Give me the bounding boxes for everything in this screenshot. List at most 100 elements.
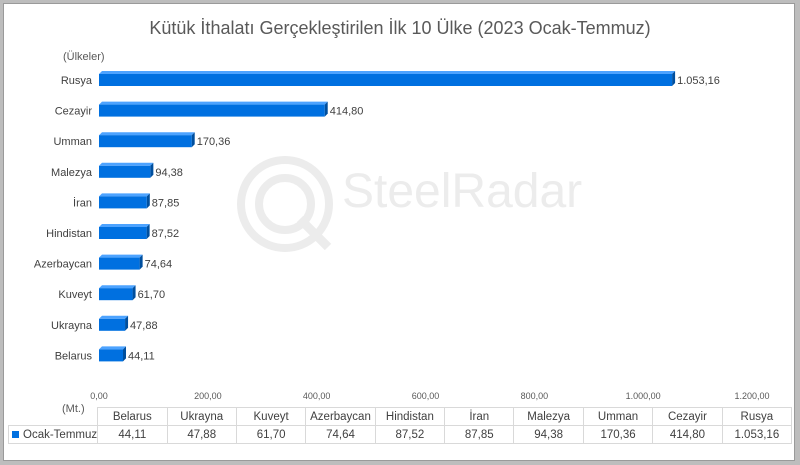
bar xyxy=(99,132,195,148)
data-table-values-row: Ocak-Temmuz 44,11 47,88 61,70 74,64 87,52 87,… xyxy=(7,425,793,444)
bar xyxy=(99,101,328,117)
bar-top-face xyxy=(99,71,676,74)
data-table-legend-cell: Ocak-Temmuz xyxy=(7,425,99,444)
data-table-category: Rusya xyxy=(721,407,793,426)
bar-top-face xyxy=(99,254,143,258)
bar-value-label: 1.053,16 xyxy=(677,75,720,87)
bar-value-label: 44,11 xyxy=(128,350,155,362)
bar xyxy=(99,254,143,270)
x-tick-label: 1.200,00 xyxy=(734,391,769,401)
data-table-value: 170,36 xyxy=(582,425,654,444)
bar-value-label: 414,80 xyxy=(330,106,364,118)
bar-front-face xyxy=(99,135,192,148)
x-tick-label: 400,00 xyxy=(303,391,331,401)
bar-side-face xyxy=(132,285,136,301)
bar-side-face xyxy=(123,346,127,362)
x-tick-label: 800,00 xyxy=(521,391,549,401)
data-table-category: Ukrayna xyxy=(166,407,237,426)
bar-chart: Rusya Cezayir Umman Malezya İran Hindistan Aze… xyxy=(34,71,770,401)
bar-front-face xyxy=(99,288,133,301)
watermark-logo-icon xyxy=(237,156,333,252)
category-label: Kuveyt xyxy=(58,289,92,301)
bar xyxy=(99,162,154,178)
bar-value-label: 170,36 xyxy=(197,136,231,148)
data-table-value: 87,85 xyxy=(444,425,515,444)
x-tick-label: 1.000,00 xyxy=(626,391,661,401)
data-table-category: İran xyxy=(444,407,515,426)
bar-side-face xyxy=(191,132,195,148)
data-table-category: Cezayir xyxy=(652,407,723,426)
bar-side-face xyxy=(324,101,328,117)
bar-top-face xyxy=(99,346,127,350)
data-table-corner xyxy=(8,407,99,426)
watermark-text: SteelRadar xyxy=(342,165,583,218)
bar-top-face xyxy=(99,224,150,227)
bar xyxy=(99,315,129,331)
category-label: Malezya xyxy=(51,167,93,179)
data-table-value: 94,38 xyxy=(513,425,584,444)
bar-top-face xyxy=(99,193,150,197)
y-axis-label: (Ülkeler) xyxy=(63,51,105,63)
bar-top-face xyxy=(99,285,136,289)
bar xyxy=(99,346,127,362)
data-table-category: Hindistan xyxy=(374,407,446,426)
data-labels: 1.053,16 414,80 170,36 94,38 87,85 87,52 74,64… xyxy=(128,75,720,362)
bar xyxy=(99,285,136,301)
bar-value-label: 94,38 xyxy=(155,167,183,179)
data-table-value: 61,70 xyxy=(235,425,307,444)
data-table-value: 1.053,16 xyxy=(721,425,793,444)
bar-front-face xyxy=(99,165,151,178)
x-tick-label: 0,00 xyxy=(90,391,108,401)
data-table-category: Azerbaycan xyxy=(305,407,376,426)
bar-value-label: 87,85 xyxy=(152,197,180,209)
category-label: Cezayir xyxy=(55,106,93,118)
bar-side-face xyxy=(672,71,676,86)
category-label: Belarus xyxy=(55,350,93,362)
data-table-value: 87,52 xyxy=(374,425,446,444)
category-label: Azerbaycan xyxy=(34,259,92,271)
data-table-value: 44,11 xyxy=(97,425,168,444)
bars xyxy=(99,71,676,362)
bar-side-face xyxy=(150,162,154,178)
data-table: Belarus Ukrayna Kuveyt Azerbaycan Hindistan İ… xyxy=(7,407,793,444)
category-labels: Rusya Cezayir Umman Malezya İran Hindistan Aze… xyxy=(34,75,93,362)
legend-series-name: Ocak-Temmuz xyxy=(23,428,98,441)
bar-front-face xyxy=(99,349,124,362)
bar-side-face xyxy=(139,254,143,270)
bar xyxy=(99,224,150,239)
bar-front-face xyxy=(99,196,147,209)
category-label: Rusya xyxy=(61,75,93,87)
bar-side-face xyxy=(125,315,129,331)
bar-value-label: 87,52 xyxy=(152,228,180,240)
bar-side-face xyxy=(146,193,150,209)
bar-front-face xyxy=(99,104,325,117)
data-table-header-row: Belarus Ukrayna Kuveyt Azerbaycan Hindistan İ… xyxy=(8,407,793,426)
bar-front-face xyxy=(99,227,147,239)
data-table-value: 47,88 xyxy=(166,425,237,444)
data-table-category: Umman xyxy=(582,407,654,426)
data-table-category: Malezya xyxy=(513,407,584,426)
bar xyxy=(99,71,676,86)
bar-front-face xyxy=(99,74,673,86)
bar xyxy=(99,193,150,209)
bar-front-face xyxy=(99,318,126,331)
x-tick-label: 200,00 xyxy=(194,391,222,401)
data-table-category: Kuveyt xyxy=(235,407,307,426)
chart-title: Kütük İthalatı Gerçekleştirilen İlk 10 Ü… xyxy=(149,18,651,38)
bar-value-label: 47,88 xyxy=(130,320,158,332)
chart-frame: Kütük İthalatı Gerçekleştirilen İlk 10 Ü… xyxy=(3,3,795,461)
data-table-category: Belarus xyxy=(97,407,168,426)
bar-top-face xyxy=(99,315,129,319)
bar-top-face xyxy=(99,101,328,105)
bar-value-label: 74,64 xyxy=(145,259,173,271)
x-tick-label: 600,00 xyxy=(412,391,440,401)
data-table-value: 414,80 xyxy=(652,425,723,444)
bar-top-face xyxy=(99,162,154,166)
category-label: Hindistan xyxy=(46,228,92,240)
category-label: Ukrayna xyxy=(51,320,93,332)
bar-side-face xyxy=(146,224,150,239)
legend-color-key xyxy=(12,430,19,438)
data-table-value: 74,64 xyxy=(305,425,376,444)
category-label: İran xyxy=(73,196,92,209)
category-label: Umman xyxy=(53,136,92,148)
